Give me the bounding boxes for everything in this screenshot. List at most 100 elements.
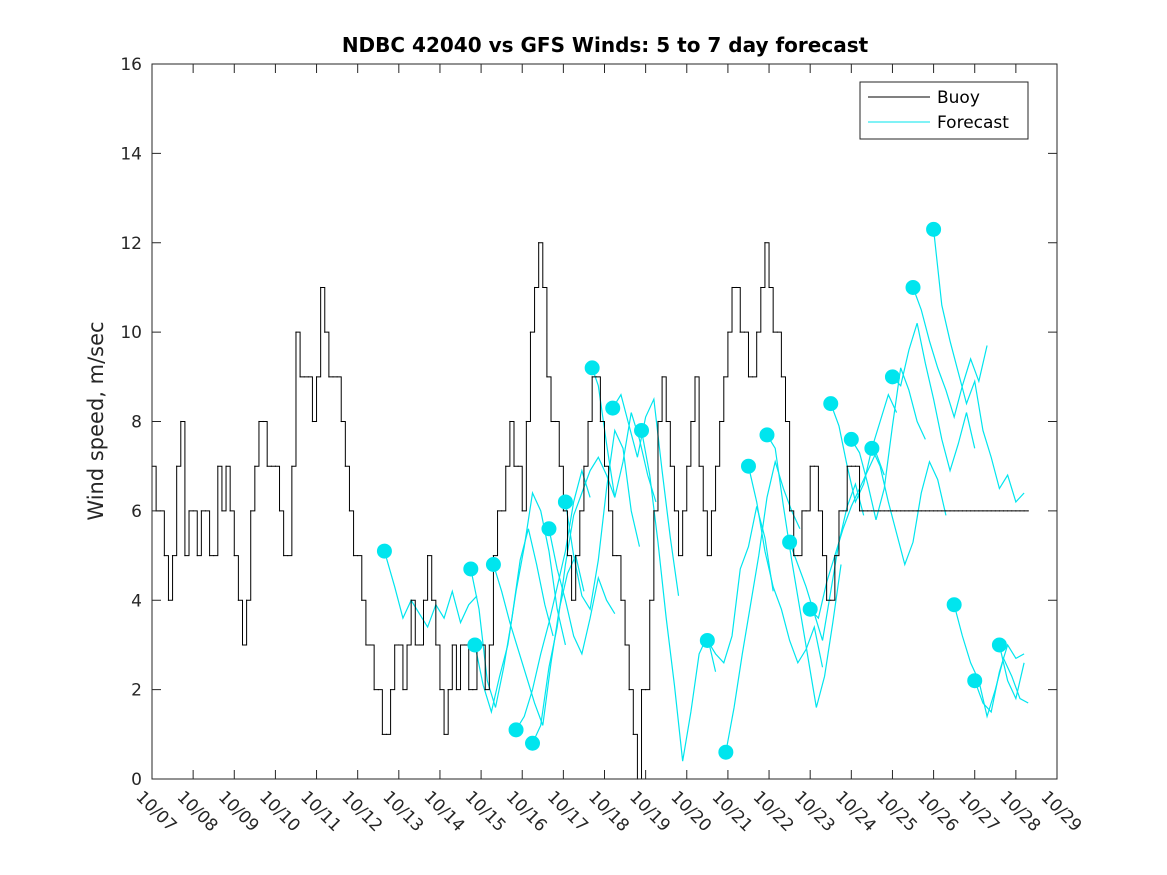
buoy-point: [484, 689, 486, 691]
buoy-point: [435, 644, 437, 646]
buoy-point: [731, 286, 733, 289]
buoy-point: [616, 554, 618, 557]
buoy-point: [850, 465, 852, 467]
buoy-point: [266, 465, 268, 467]
buoy-point: [694, 376, 696, 378]
y-axis-ticks: 0 2 4 6 8 10 12 14 16: [120, 55, 1057, 790]
buoy-point: [690, 420, 692, 423]
buoy-point: [686, 465, 688, 467]
forecast-line: [974, 643, 1025, 714]
forecast-line: [747, 466, 824, 668]
buoy-point: [1023, 510, 1025, 512]
forecast-line: [892, 323, 976, 473]
buoy-point: [998, 510, 1001, 512]
buoy-point: [854, 465, 857, 467]
legend: Buoy Forecast: [859, 81, 1029, 140]
y-tick-label: 8: [131, 413, 142, 433]
buoy-point: [727, 331, 729, 333]
buoy-point: [295, 331, 297, 333]
buoy-point: [558, 465, 560, 467]
buoy-point: [188, 510, 190, 512]
buoy-point: [546, 376, 548, 378]
forecast-line: [492, 553, 585, 726]
forecast-marker: [864, 440, 880, 456]
buoy-point: [1007, 510, 1009, 512]
buoy-point: [583, 465, 585, 467]
buoy-point: [813, 465, 815, 467]
buoy-point: [443, 733, 445, 735]
y-tick-label: 2: [131, 681, 142, 701]
buoy-point: [764, 242, 766, 244]
buoy-point: [928, 510, 931, 512]
forecast-line: [474, 490, 567, 715]
buoy-point: [431, 599, 433, 601]
buoy-point: [270, 465, 272, 467]
buoy-point: [472, 689, 474, 691]
buoy-point: [200, 510, 202, 512]
buoy-point: [883, 510, 885, 512]
buoy-point: [237, 599, 239, 601]
buoy-point: [842, 510, 844, 512]
buoy-point: [196, 554, 198, 557]
buoy-point: [291, 465, 293, 467]
buoy-point: [661, 376, 663, 378]
buoy-point: [365, 644, 367, 646]
buoy-point: [225, 465, 227, 467]
buoy-point: [377, 689, 379, 691]
forecast-marker: [525, 735, 541, 751]
buoy-point: [447, 689, 449, 691]
buoy-point: [311, 420, 314, 423]
buoy-point: [533, 286, 536, 289]
buoy-point: [830, 599, 832, 601]
buoy-point: [1011, 510, 1013, 512]
forecast-marker: [884, 369, 900, 385]
buoy-point: [612, 554, 614, 557]
forecast-marker: [759, 427, 775, 443]
buoy-point: [1002, 510, 1005, 512]
buoy-point: [895, 510, 898, 512]
buoy-point: [324, 331, 326, 333]
buoy-point: [961, 510, 963, 512]
forecast-marker: [508, 722, 524, 738]
forecast-marker: [634, 422, 650, 438]
buoy-point: [747, 376, 750, 378]
buoy-point: [591, 376, 593, 378]
buoy-point: [698, 465, 700, 467]
forecast-marker: [376, 543, 392, 559]
buoy-point: [455, 689, 458, 691]
forecast-marker: [905, 279, 921, 295]
forecast-marker: [782, 534, 798, 550]
buoy-point: [525, 420, 527, 423]
buoy-point: [846, 465, 848, 467]
buoy-point: [735, 286, 737, 289]
buoy-point: [603, 465, 606, 467]
buoy-point: [780, 376, 782, 378]
buoy-point: [389, 689, 392, 691]
buoy-point: [797, 554, 799, 557]
buoy-point: [871, 510, 873, 512]
buoy-point: [422, 599, 425, 601]
buoy-point: [879, 510, 881, 512]
y-tick-label: 4: [131, 591, 142, 611]
buoy-point: [904, 510, 906, 512]
buoy-point: [213, 554, 215, 557]
buoy-point: [760, 286, 762, 289]
buoy-point: [978, 510, 980, 512]
buoy-point: [920, 510, 922, 512]
forecast-line: [564, 428, 641, 611]
buoy-point: [488, 644, 490, 646]
forecast-marker: [740, 458, 756, 474]
buoy-point: [1027, 510, 1029, 512]
buoy-point: [916, 510, 918, 512]
y-tick-label: 12: [120, 234, 142, 254]
buoy-point: [521, 510, 523, 512]
buoy-point: [710, 510, 713, 512]
buoy-point: [398, 644, 400, 646]
buoy-point: [970, 510, 972, 512]
buoy-point: [529, 331, 532, 333]
buoy-point: [575, 554, 577, 557]
buoy-point: [858, 510, 861, 512]
y-tick-label: 6: [131, 502, 142, 522]
buoy-point: [385, 733, 388, 735]
